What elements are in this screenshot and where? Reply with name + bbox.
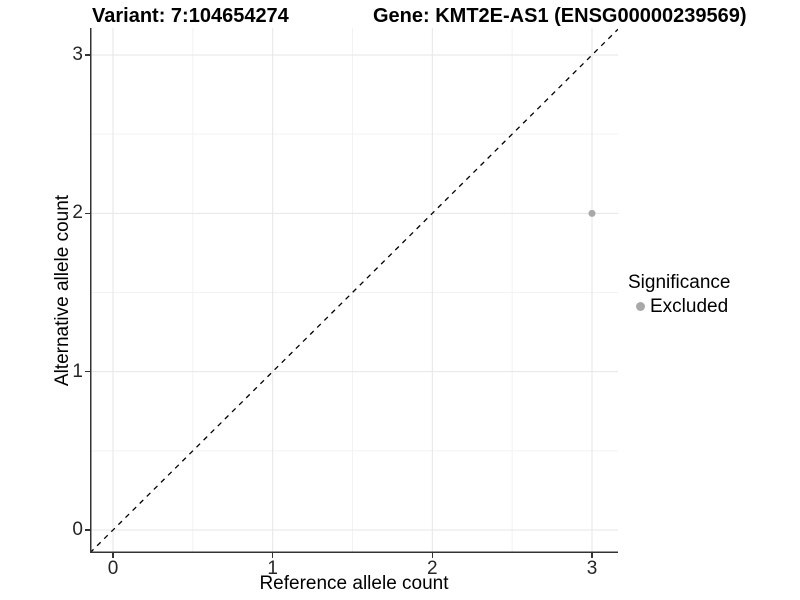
legend-title: Significance [628, 272, 731, 293]
y-tick-mark [85, 370, 90, 373]
y-tick-mark [85, 54, 90, 56]
x-tick-label: 2 [427, 558, 438, 579]
y-tick-label: 0 [72, 519, 83, 540]
plot-title-variant: Variant: 7:104654274 [92, 5, 289, 27]
x-tick-label: 3 [586, 558, 598, 579]
x-tick-mark [271, 553, 274, 558]
y-tick-label: 1 [72, 360, 83, 382]
x-axis-title: Reference allele count [259, 573, 449, 594]
y-tick-label: 3 [72, 44, 83, 65]
legend-key [632, 299, 648, 315]
legend-entry-label: Excluded [650, 296, 729, 317]
identity-dashed-line [90, 28, 618, 553]
x-tick-mark [591, 553, 593, 558]
x-tick-label: 0 [107, 558, 119, 579]
y-tick-mark [85, 529, 90, 531]
y-axis-title: Alternative allele count [52, 194, 73, 387]
data-point-excluded [588, 209, 596, 217]
y-tick-mark [85, 212, 90, 215]
x-tick-label: 1 [267, 558, 278, 579]
excluded-point-icon [635, 302, 645, 311]
plot-panel [90, 28, 618, 553]
y-tick-label: 2 [72, 202, 83, 224]
plot-canvas [90, 28, 618, 553]
legend: Significance Excluded [628, 271, 730, 318]
x-tick-mark [431, 553, 434, 558]
plot-title-gene: Gene: KMT2E-AS1 (ENSG00000239569) [373, 5, 747, 27]
x-tick-mark [112, 553, 114, 558]
legend-entry-excluded: Excluded [628, 295, 730, 318]
